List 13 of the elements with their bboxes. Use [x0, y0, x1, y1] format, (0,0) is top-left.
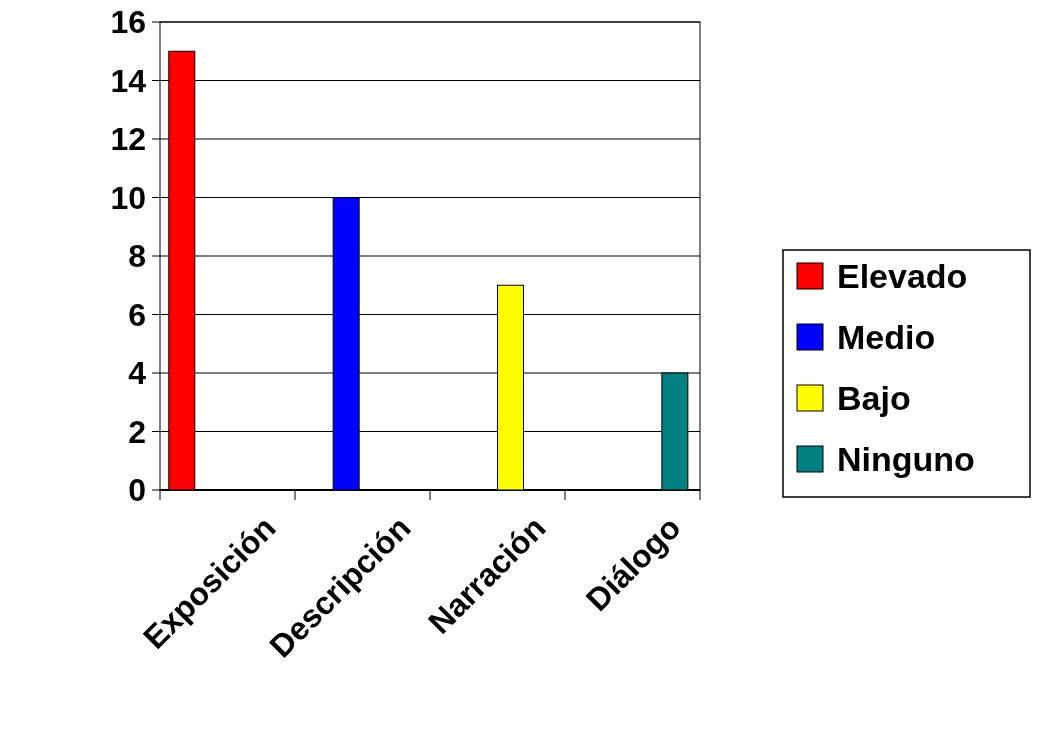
y-tick-label: 0 — [128, 472, 146, 509]
y-tick-label: 16 — [110, 4, 146, 41]
legend-label: Medio — [837, 317, 936, 356]
legend-label: Ninguno — [837, 439, 975, 478]
y-tick-label: 8 — [128, 238, 146, 275]
legend-label: Elevado — [837, 256, 968, 295]
y-tick-label: 10 — [110, 179, 146, 216]
y-tick-label: 2 — [128, 413, 146, 450]
y-tick-label: 6 — [128, 296, 146, 333]
y-tick-label: 4 — [128, 355, 147, 392]
y-tick-label: 14 — [110, 62, 147, 99]
y-tick-label: 12 — [110, 121, 146, 158]
legend-label: Bajo — [837, 378, 911, 417]
